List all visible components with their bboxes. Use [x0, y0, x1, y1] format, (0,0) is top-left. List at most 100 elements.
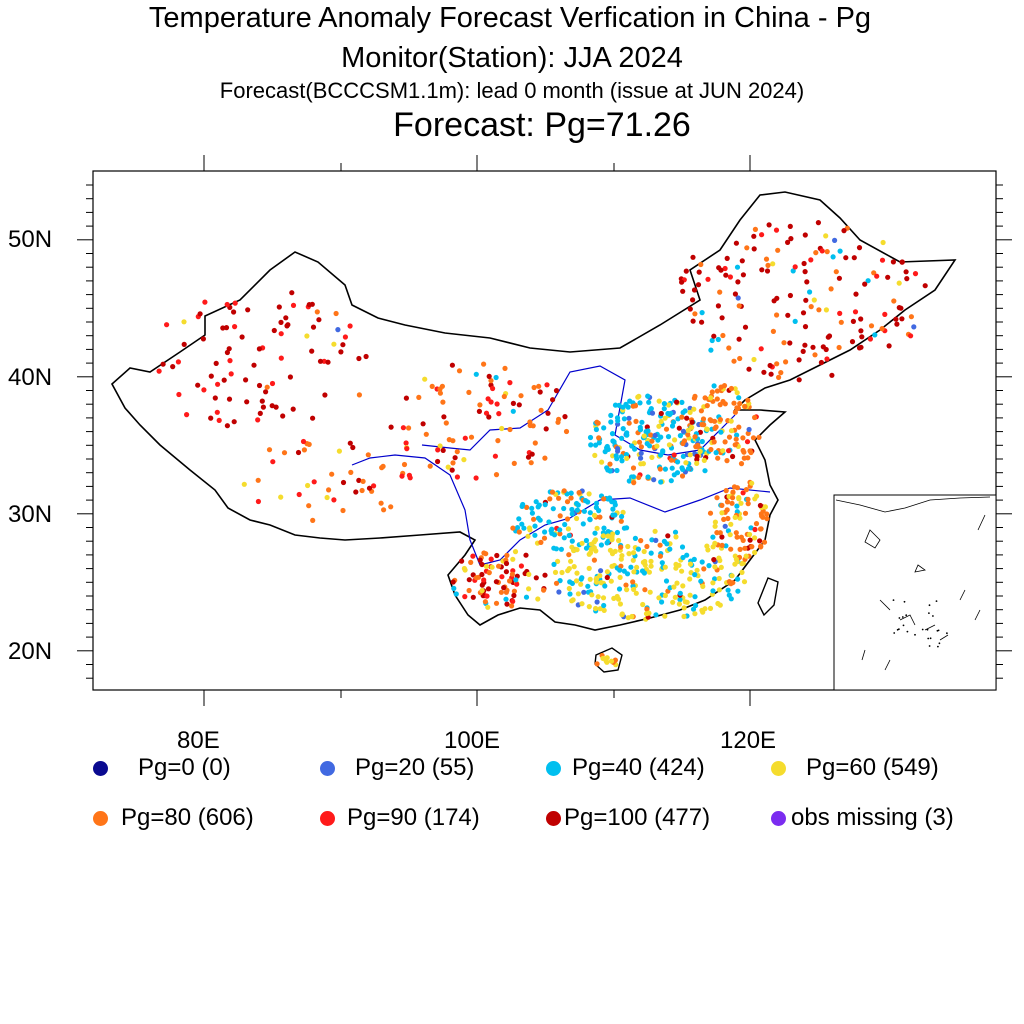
station-point: [594, 599, 600, 605]
station-point: [574, 570, 580, 576]
station-point: [529, 451, 535, 457]
station-point: [668, 457, 675, 463]
station-point: [202, 299, 208, 305]
station-point: [551, 561, 557, 568]
station-point: [699, 438, 705, 445]
station-point: [726, 592, 732, 598]
station-point: [579, 575, 585, 581]
station-point: [679, 279, 685, 285]
station-point: [632, 403, 639, 409]
station-point: [604, 574, 610, 581]
station-point: [719, 315, 725, 321]
station-point: [763, 256, 770, 262]
station-point: [824, 249, 830, 255]
station-point: [593, 548, 599, 554]
station-point: [752, 414, 758, 421]
station-point: [241, 481, 247, 487]
station-point: [617, 601, 624, 607]
station-point: [566, 552, 572, 558]
station-point: [898, 305, 904, 311]
station-point: [808, 257, 814, 263]
station-point: [879, 326, 885, 332]
station-point: [692, 434, 698, 440]
station-point: [449, 467, 455, 473]
station-point: [662, 466, 669, 472]
station-point: [476, 408, 482, 414]
station-point: [637, 400, 643, 406]
legend-dot-obs-missing: [771, 810, 786, 826]
station-point: [717, 402, 723, 408]
station-point: [732, 514, 738, 521]
station-point: [658, 410, 664, 417]
station-point: [719, 542, 725, 549]
station-point: [450, 460, 456, 466]
station-point: [626, 415, 632, 421]
station-point: [766, 222, 772, 228]
station-point: [624, 455, 630, 461]
station-point: [598, 542, 605, 548]
station-point: [551, 532, 558, 538]
station-point: [690, 318, 696, 324]
station-point: [592, 530, 598, 536]
station-point: [645, 393, 651, 399]
station-point: [295, 449, 302, 456]
station-point: [593, 605, 599, 612]
station-point: [347, 323, 353, 329]
station-point: [654, 443, 660, 449]
station-point: [244, 399, 250, 405]
station-point: [674, 470, 681, 476]
station-point: [558, 546, 565, 552]
station-point: [692, 393, 698, 399]
station-point: [642, 558, 648, 565]
station-point: [738, 461, 745, 467]
station-point: [858, 316, 864, 322]
station-point: [566, 566, 572, 572]
station-point: [278, 331, 284, 337]
station-point: [630, 465, 637, 471]
station-point: [730, 453, 736, 460]
station-point: [331, 497, 337, 503]
station-point: [310, 517, 316, 524]
station-point: [485, 586, 492, 592]
station-point: [823, 307, 830, 313]
station-point: [728, 418, 734, 424]
inset-island-dot: [928, 645, 931, 647]
station-point: [726, 579, 733, 585]
station-point: [156, 368, 162, 374]
station-point: [664, 541, 670, 547]
station-point: [704, 426, 710, 432]
station-point: [256, 346, 262, 352]
station-point: [525, 533, 531, 539]
station-point: [736, 303, 742, 309]
station-point: [646, 569, 653, 575]
station-point: [525, 454, 532, 460]
station-point: [829, 372, 835, 378]
station-point: [224, 301, 230, 308]
south-china-sea-inset: [833, 494, 997, 691]
station-point: [649, 537, 655, 543]
station-point: [718, 384, 724, 390]
station-point: [536, 502, 542, 508]
station-point: [623, 452, 630, 458]
station-point: [269, 380, 276, 387]
station-point: [561, 488, 567, 494]
station-point: [851, 255, 857, 261]
station-point: [583, 498, 589, 504]
station-point: [348, 469, 354, 475]
station-point: [533, 499, 539, 505]
station-point: [734, 264, 741, 270]
station-point: [638, 450, 644, 456]
station-point: [679, 473, 686, 479]
station-point: [752, 226, 759, 232]
station-point: [520, 501, 526, 508]
station-point: [528, 460, 534, 466]
station-point: [579, 601, 585, 607]
station-point: [649, 454, 655, 460]
station-point: [761, 369, 767, 375]
station-point: [604, 443, 610, 450]
station-point: [630, 550, 637, 556]
station-point: [216, 417, 222, 423]
station-point: [371, 483, 377, 489]
station-point: [652, 432, 658, 438]
inset-island-dot: [905, 614, 908, 617]
